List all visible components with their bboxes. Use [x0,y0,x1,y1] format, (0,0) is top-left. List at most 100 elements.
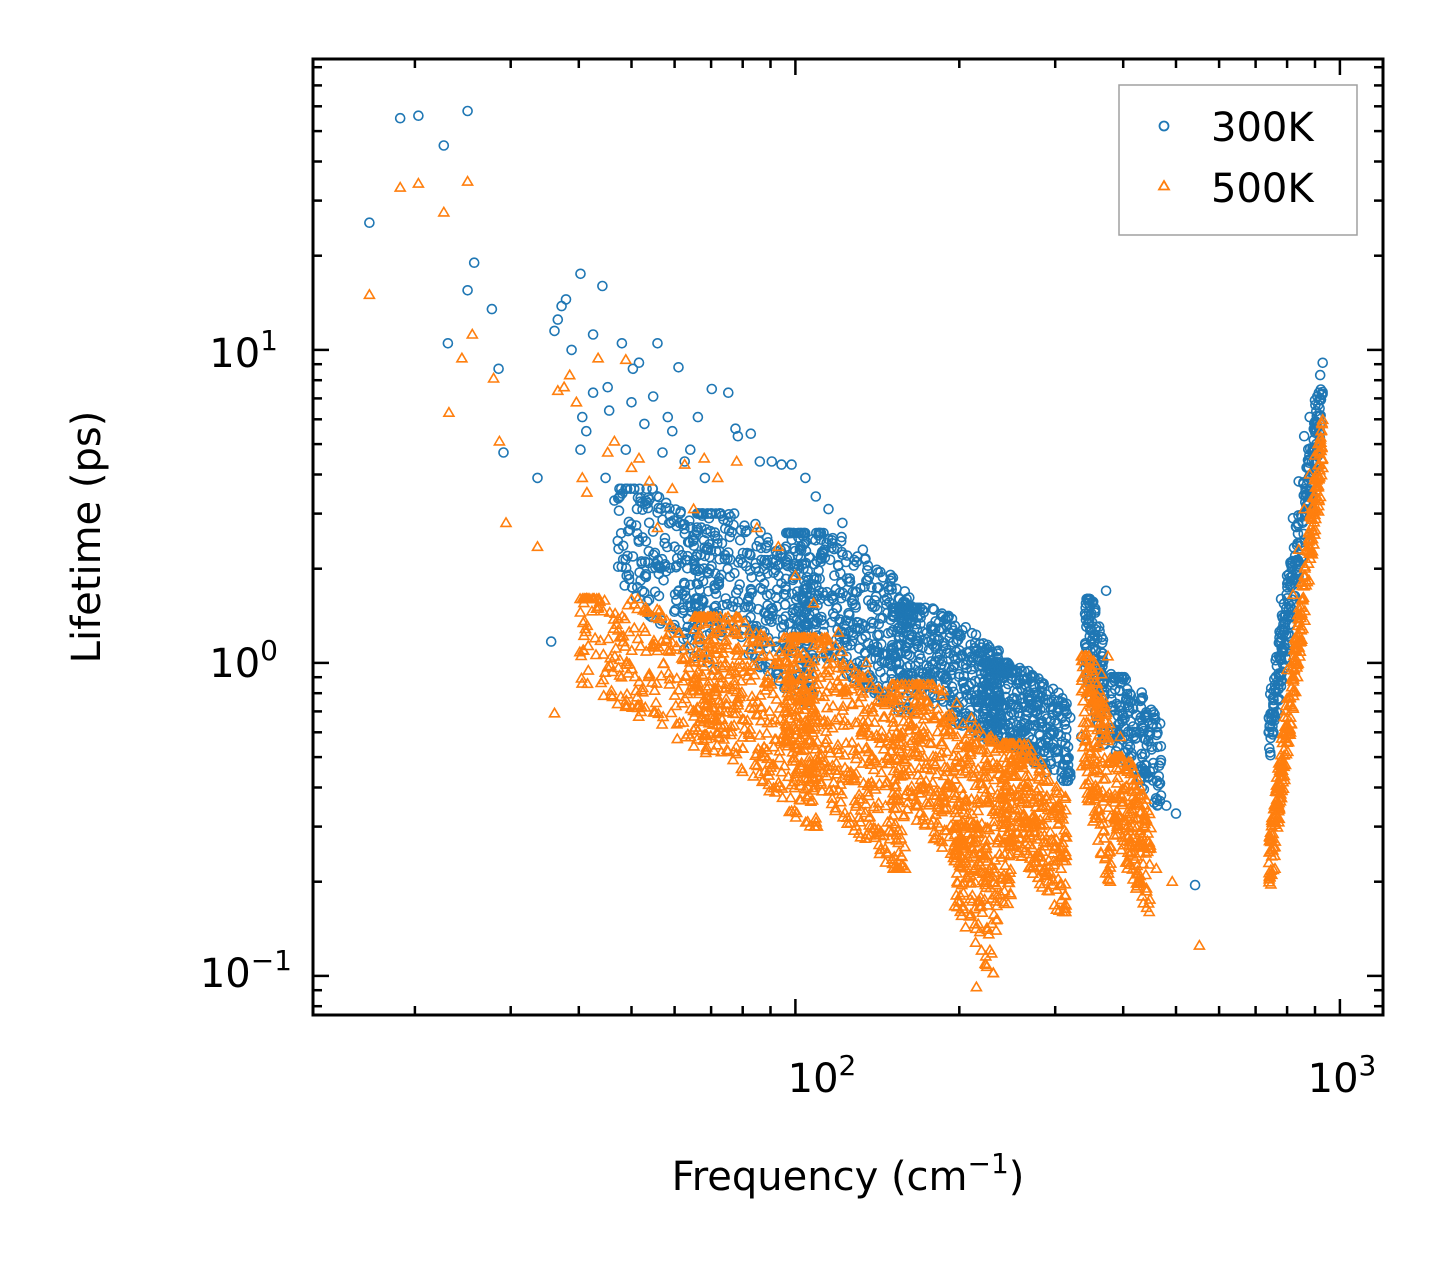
data-point-500k [1265,819,1278,831]
data-point-500k [1138,821,1152,832]
data-point-300k [860,631,872,642]
data-point-500k [655,717,669,729]
data-point-500k [980,793,994,805]
data-point-300k [862,560,874,572]
data-point-300k [1276,642,1287,654]
data-point-300k [713,572,725,584]
data-point-500k [905,785,918,797]
data-point-500k [696,670,710,681]
data-point-300k [737,557,748,569]
data-point-300k [1036,736,1047,748]
data-point-300k [776,459,787,470]
data-point-500k [920,761,934,773]
data-point-300k [976,686,988,697]
data-point-300k [821,537,832,549]
data-point-300k [626,582,638,593]
data-point-300k [805,587,817,599]
data-point-500k [989,734,1003,746]
data-point-500k [1018,844,1032,856]
data-point-300k [1038,678,1049,690]
data-point-500k [744,673,758,685]
data-point-500k [964,724,977,736]
data-point-300k [684,444,696,456]
data-point-300k [829,570,840,581]
data-point-500k [1081,786,1094,798]
data-point-500k [935,735,949,747]
data-point-500k [1131,811,1144,823]
data-point-500k [1091,695,1105,707]
data-point-500k [687,704,700,716]
data-point-300k [1001,662,1012,673]
data-point-500k [743,701,757,712]
data-point-300k [766,616,777,628]
data-point-500k [603,606,617,617]
data-point-500k [835,645,849,657]
data-point-500k [1035,819,1049,830]
data-point-500k [1059,826,1073,838]
data-point-300k [666,425,678,437]
data-point-300k [1123,695,1134,706]
data-point-300k [841,651,852,663]
data-point-300k [462,284,473,296]
data-point-500k [750,759,764,771]
data-point-500k [729,620,743,632]
data-point-500k [891,678,905,690]
data-point-500k [1037,817,1051,829]
data-point-500k [1076,694,1090,706]
data-point-300k [804,552,816,563]
data-point-300k [802,624,813,636]
data-point-300k [911,623,923,635]
data-point-500k [1077,654,1090,666]
data-point-300k [873,618,885,630]
data-point-300k [609,495,620,506]
data-point-500k [917,712,931,724]
data-point-500k [585,604,599,616]
data-point-500k [1280,735,1294,747]
data-point-500k [1126,778,1139,790]
data-point-500k [944,713,957,725]
data-point-500k [1001,814,1015,826]
data-point-500k [839,681,853,693]
data-point-500k [772,776,785,787]
data-point-500k [930,767,944,779]
data-point-300k [717,599,729,611]
data-point-300k [855,582,866,594]
data-point-500k [701,704,714,716]
data-point-500k [1084,681,1098,693]
data-point-500k [900,796,914,808]
data-point-500k [1026,867,1040,878]
data-point-500k [1016,761,1030,773]
data-point-500k [648,684,661,695]
data-point-500k [1017,826,1031,838]
data-point-500k [1142,905,1156,917]
data-point-500k [928,758,942,770]
data-point-500k [844,659,858,670]
data-point-500k [1081,662,1094,674]
data-point-500k [980,875,993,887]
data-point-500k [910,678,923,690]
data-point-300k [702,542,714,553]
data-point-500k [885,678,898,690]
data-point-300k [689,529,700,541]
data-point-500k [973,858,987,870]
data-point-500k [588,631,602,643]
data-point-500k [793,731,807,743]
data-point-500k [732,641,745,652]
data-point-500k [742,728,756,739]
data-point-500k [920,796,933,808]
data-point-500k [922,700,936,712]
data-point-500k [1049,784,1063,796]
data-point-500k [580,592,594,604]
data-point-300k [1141,760,1152,771]
data-point-300k [938,637,950,649]
data-point-500k [861,714,875,726]
data-point-300k [862,595,874,606]
data-point-500k [965,711,978,723]
data-point-500k [650,603,664,614]
data-point-500k [1012,803,1025,815]
data-point-500k [758,635,772,647]
data-point-500k [1123,847,1137,859]
data-point-300k [969,694,981,706]
data-point-500k [759,676,772,688]
data-point-500k [775,765,788,777]
